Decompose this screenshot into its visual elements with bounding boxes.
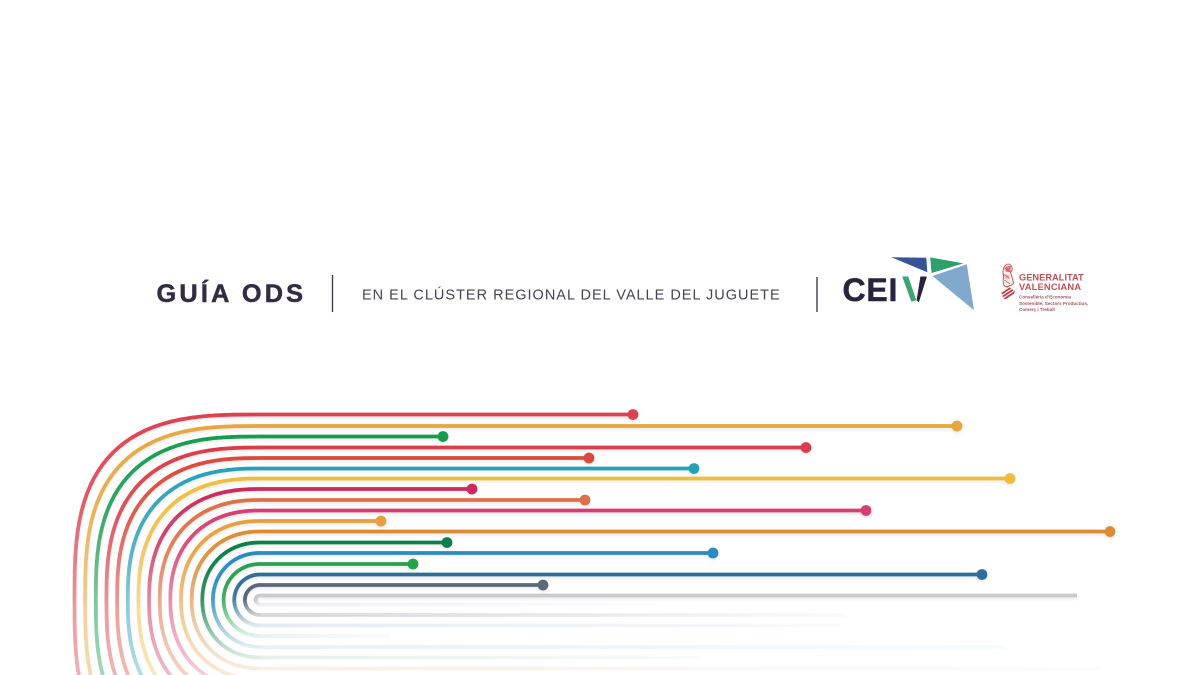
svg-text:Sostenible, Sectors Productius: Sostenible, Sectors Productius,: [1019, 301, 1088, 306]
svg-text:GUÍA ODS: GUÍA ODS: [157, 279, 307, 308]
svg-text:Conselleria d’Economia: Conselleria d’Economia: [1019, 294, 1072, 299]
svg-text:CEI: CEI: [843, 272, 899, 308]
svg-text:VALENCIANA: VALENCIANA: [1019, 282, 1081, 292]
svg-text:Comerç i Treball: Comerç i Treball: [1019, 307, 1055, 312]
svg-text:GENERALITAT: GENERALITAT: [1019, 272, 1084, 282]
svg-text:EN EL CLÚSTER REGIONAL DEL VAL: EN EL CLÚSTER REGIONAL DEL VALLE DEL JUG…: [362, 287, 781, 304]
